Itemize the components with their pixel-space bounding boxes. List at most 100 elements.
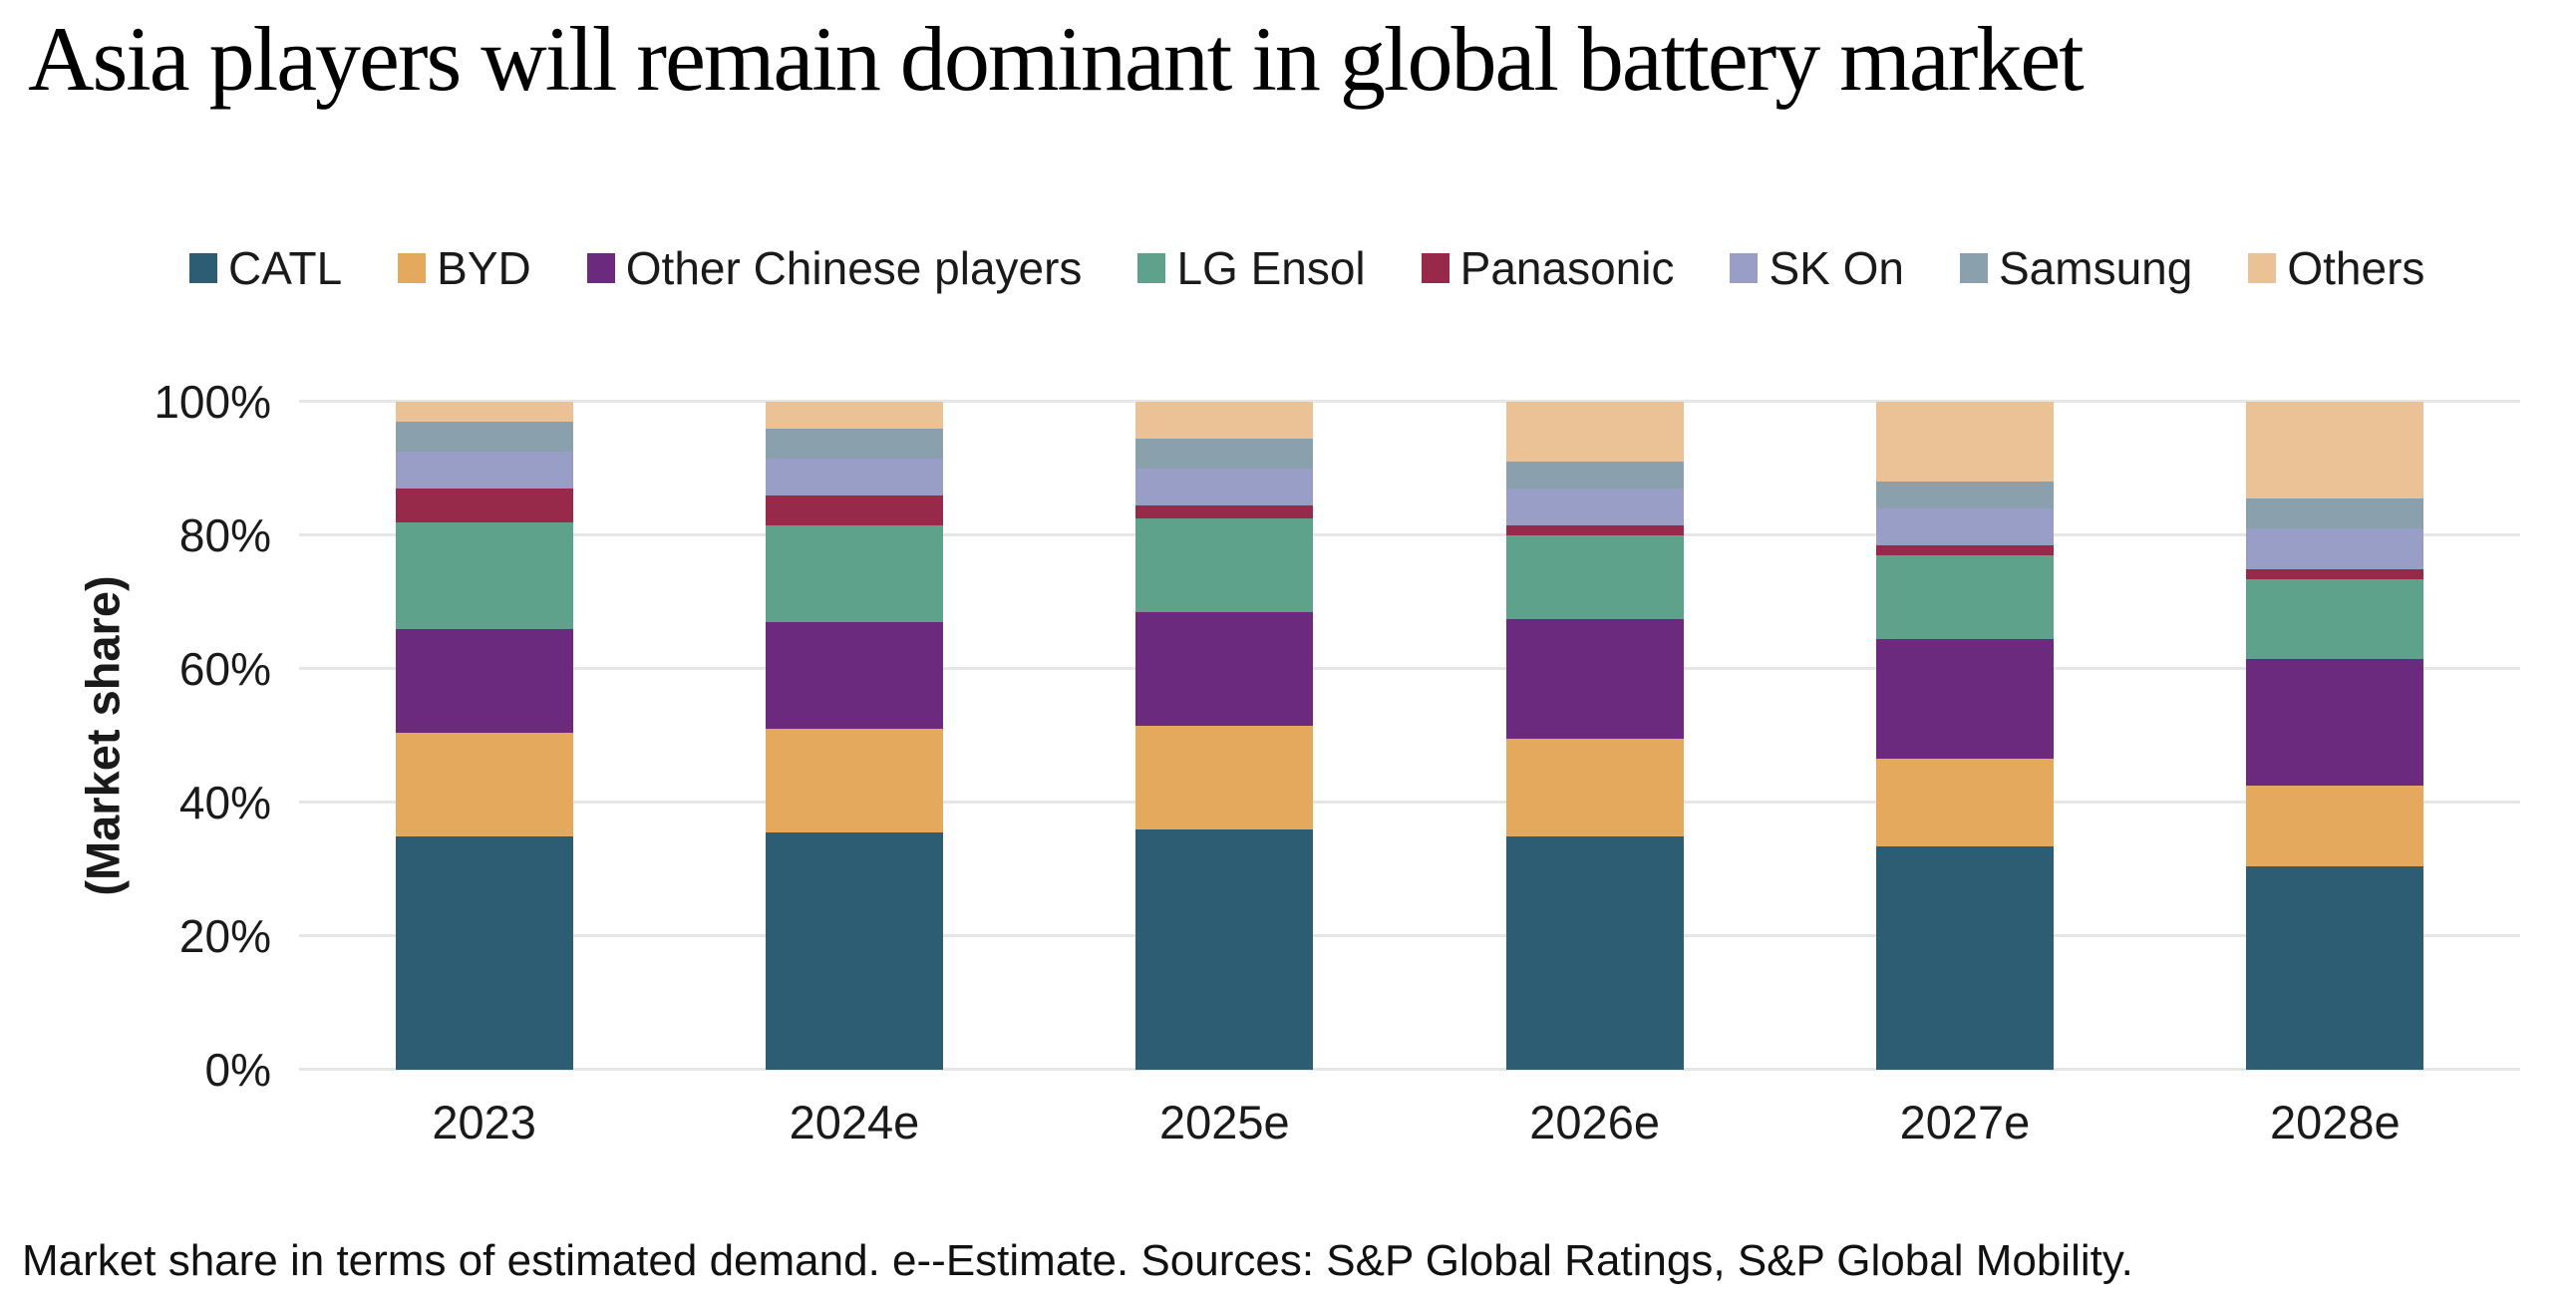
legend-swatch-byd <box>398 253 427 283</box>
legend-swatch-lg-ensol <box>1137 253 1166 283</box>
y-tick-label-80: 80% <box>178 509 271 561</box>
legend-swatch-panasonic <box>1421 253 1449 283</box>
legend-item-catl: CATL <box>189 241 342 295</box>
legend-item-sk-on: SK On <box>1730 241 1904 295</box>
bar-segment-other-chinese-players-2024e <box>765 622 943 730</box>
gridline-100 <box>299 400 2520 403</box>
bar-segment-catl-2025e <box>1135 828 1314 1070</box>
bars-group <box>299 402 2520 1070</box>
bar-segment-others-2028e <box>2246 402 2424 499</box>
bar-segment-lg-ensol-2027e <box>1875 555 2054 639</box>
bar-segment-panasonic-2024e <box>765 494 943 525</box>
bar-segment-others-2024e <box>765 402 943 429</box>
bar-segment-lg-ensol-2026e <box>1505 535 1684 619</box>
bar-segment-samsung-2025e <box>1135 438 1314 470</box>
bar-segment-byd-2024e <box>765 729 943 833</box>
x-label-2027e: 2027e <box>1899 1096 2031 1148</box>
bar-segment-samsung-2023 <box>395 422 573 453</box>
legend-item-panasonic: Panasonic <box>1421 241 1675 295</box>
bar-segment-samsung-2024e <box>765 428 943 459</box>
legend-label-panasonic: Panasonic <box>1459 242 1675 294</box>
gridline-80 <box>299 533 2520 536</box>
legend-label-catl: CATL <box>228 242 343 294</box>
legend-label-byd: BYD <box>437 242 531 294</box>
bar-segment-sk-on-2027e <box>1875 508 2054 546</box>
bar-segment-byd-2028e <box>2246 786 2424 866</box>
legend-swatch-catl <box>189 253 217 283</box>
legend-label-samsung: Samsung <box>1999 242 2193 294</box>
bar-segment-other-chinese-players-2027e <box>1875 638 2054 760</box>
x-label-2025e: 2025e <box>1158 1096 1290 1148</box>
legend-swatch-sk-on <box>1730 253 1759 283</box>
bar-segment-sk-on-2025e <box>1135 469 1314 505</box>
bar-segment-catl-2023 <box>395 835 573 1070</box>
legend-item-byd: BYD <box>398 241 531 295</box>
bar-segment-sk-on-2028e <box>2246 528 2424 569</box>
bar-segment-panasonic-2028e <box>2246 568 2424 579</box>
bar-segment-sk-on-2026e <box>1505 489 1684 525</box>
bar-segment-byd-2026e <box>1505 739 1684 836</box>
legend-swatch-others <box>2248 253 2277 283</box>
bar-2028e <box>2246 402 2424 1070</box>
bar-segment-others-2025e <box>1135 402 1314 439</box>
bar-2026e <box>1505 402 1684 1070</box>
bar-segment-panasonic-2027e <box>1875 545 2054 556</box>
chart-title: Asia players will remain dominant in glo… <box>28 8 2085 110</box>
bar-2023 <box>395 402 573 1070</box>
legend-item-samsung: Samsung <box>1960 241 2192 295</box>
gridline-60 <box>299 667 2520 670</box>
bar-segment-lg-ensol-2028e <box>2246 578 2424 659</box>
bar-segment-byd-2025e <box>1135 725 1314 829</box>
legend-label-sk-on: SK On <box>1769 242 1904 294</box>
bar-segment-lg-ensol-2024e <box>765 524 943 623</box>
bar-segment-lg-ensol-2023 <box>395 521 573 629</box>
x-label-2023: 2023 <box>432 1096 536 1148</box>
gridline-40 <box>299 801 2520 804</box>
bar-segment-panasonic-2025e <box>1135 504 1314 519</box>
legend-swatch-other-chinese-players <box>586 253 615 283</box>
y-tick-label-60: 60% <box>178 643 271 695</box>
bar-segment-catl-2027e <box>1875 845 2054 1070</box>
legend-item-others: Others <box>2248 241 2424 295</box>
gridline-0 <box>299 1068 2520 1071</box>
bar-segment-catl-2028e <box>2246 865 2424 1070</box>
bar-segment-other-chinese-players-2028e <box>2246 658 2424 787</box>
plot-area <box>299 400 2520 1071</box>
bar-segment-samsung-2027e <box>1875 482 2054 509</box>
legend-label-other-chinese-players: Other Chinese players <box>625 242 1083 294</box>
bar-segment-byd-2023 <box>395 732 573 836</box>
x-label-2024e: 2024e <box>789 1096 920 1148</box>
y-tick-label-20: 20% <box>178 910 271 962</box>
x-axis-labels: 2023 2024e 2025e 2026e 2027e 2028e <box>299 1095 2520 1149</box>
bar-segment-byd-2027e <box>1875 759 2054 846</box>
bar-segment-panasonic-2023 <box>395 489 573 522</box>
legend-item-other-chinese-players: Other Chinese players <box>586 241 1083 295</box>
bar-segment-samsung-2026e <box>1505 462 1684 490</box>
bar-segment-samsung-2028e <box>2246 498 2424 529</box>
legend-swatch-samsung <box>1960 253 1988 283</box>
bar-segment-sk-on-2024e <box>765 459 943 495</box>
bar-segment-catl-2024e <box>765 832 943 1070</box>
legend: CATL BYD Other Chinese players LG Ensol Pana… <box>189 241 2424 295</box>
gridline-20 <box>299 934 2520 937</box>
bar-2027e <box>1875 402 2054 1070</box>
y-tick-label-0: 0% <box>204 1044 271 1096</box>
x-label-2026e: 2026e <box>1529 1096 1660 1148</box>
x-label-2028e: 2028e <box>2269 1096 2401 1148</box>
bar-segment-catl-2026e <box>1505 835 1684 1070</box>
y-axis-ticks: 0% 20% 40% 60% 80% 100% <box>0 376 271 1096</box>
y-tick-label-40: 40% <box>178 777 271 828</box>
bar-segment-lg-ensol-2025e <box>1135 518 1314 613</box>
legend-label-others: Others <box>2287 242 2425 294</box>
bar-segment-others-2026e <box>1505 402 1684 463</box>
bar-segment-others-2023 <box>395 402 573 423</box>
bar-segment-other-chinese-players-2025e <box>1135 612 1314 726</box>
bar-segment-other-chinese-players-2026e <box>1505 618 1684 740</box>
bar-segment-panasonic-2026e <box>1505 524 1684 536</box>
bar-segment-others-2027e <box>1875 402 2054 483</box>
bar-segment-other-chinese-players-2023 <box>395 628 573 733</box>
legend-item-lg-ensol: LG Ensol <box>1137 241 1366 295</box>
y-tick-label-100: 100% <box>154 376 271 428</box>
bar-segment-sk-on-2023 <box>395 452 573 490</box>
